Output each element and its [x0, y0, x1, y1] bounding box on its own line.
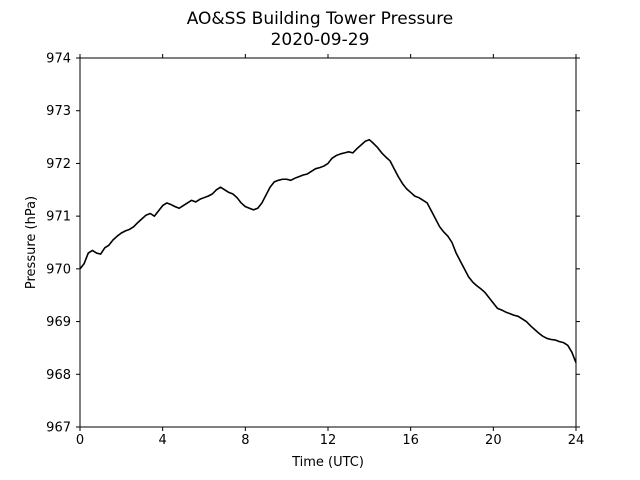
x-tick-label: 20 — [485, 433, 502, 448]
chart-subtitle: 2020-09-29 — [271, 30, 370, 50]
pressure-series-line — [79, 138, 577, 363]
y-tick-label: 968 — [46, 368, 71, 383]
y-tick-label: 970 — [46, 262, 71, 277]
x-axis-ticks: 0 4 8 12 16 20 24 — [76, 54, 584, 448]
y-tick-label: 974 — [46, 52, 71, 67]
y-axis-ticks: 967 968 969 970 971 972 973 974 — [46, 52, 580, 436]
y-tick-label: 971 — [46, 210, 71, 225]
y-tick-label: 967 — [46, 421, 71, 436]
y-axis-label: Pressure (hPa) — [24, 196, 39, 289]
plot-frame — [79, 57, 577, 428]
chart-title: AO&SS Building Tower Pressure — [187, 9, 454, 29]
x-tick-label: 12 — [320, 433, 337, 448]
x-tick-label: 4 — [159, 433, 167, 448]
y-tick-label: 972 — [46, 157, 71, 172]
y-tick-label: 973 — [46, 104, 71, 119]
x-tick-label: 8 — [241, 433, 249, 448]
y-tick-label: 969 — [46, 315, 71, 330]
x-tick-label: 0 — [76, 433, 84, 448]
x-axis-label: Time (UTC) — [291, 455, 364, 470]
x-tick-label: 24 — [568, 433, 585, 448]
x-tick-label: 16 — [402, 433, 419, 448]
